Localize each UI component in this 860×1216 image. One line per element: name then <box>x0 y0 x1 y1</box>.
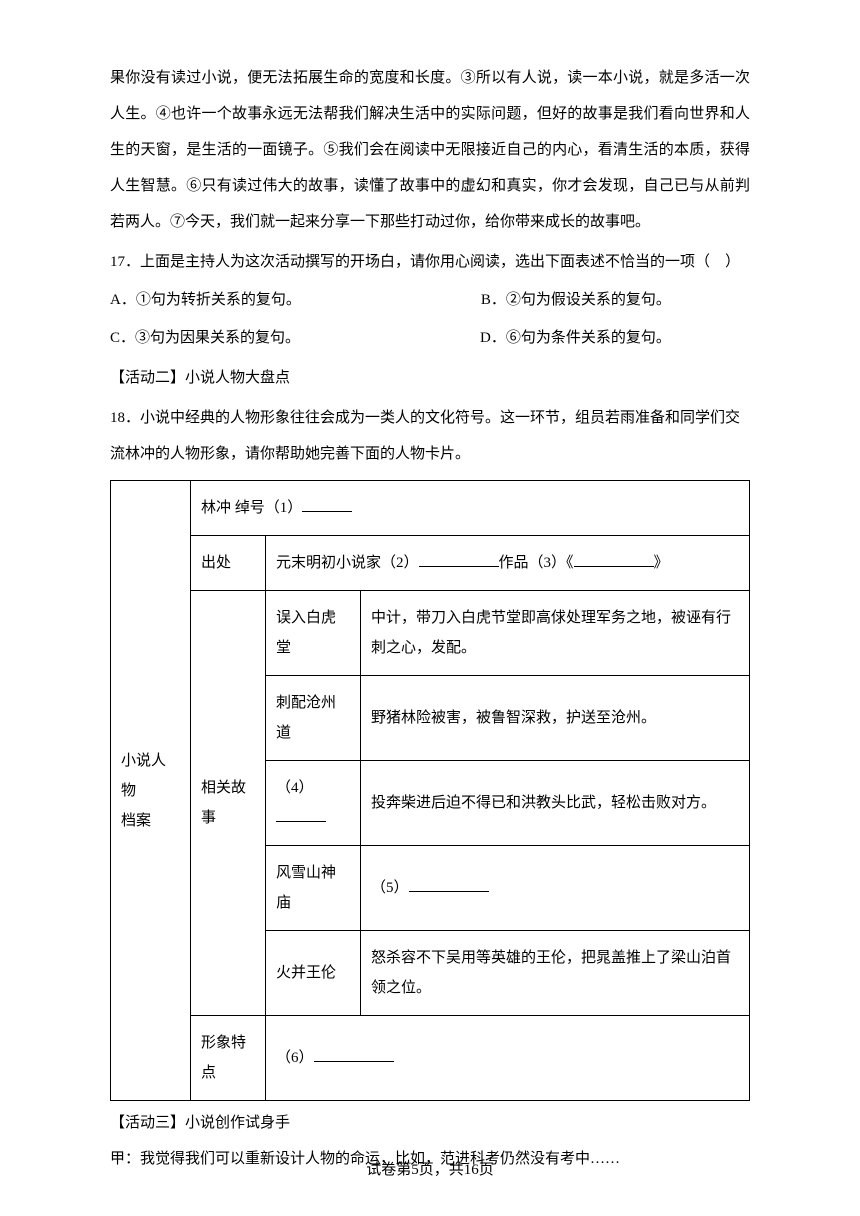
q17-stem: 17．上面是主持人为这次活动撰写的开场白，请你用心阅读，选出下面表述不恰当的一项… <box>110 244 750 280</box>
q17-opt-d[interactable]: D．⑥句为条件关系的复句。 <box>480 320 671 356</box>
blank-6[interactable] <box>314 1047 394 1062</box>
blank-5[interactable] <box>409 877 489 892</box>
reading-passage: 果你没有读过小说，便无法拓展生命的宽度和长度。③所以有人说，读一本小说，就是多活… <box>110 60 750 240</box>
story-label: 相关故事 <box>191 591 266 1016</box>
q17-opt-a[interactable]: A．①句为转折关系的复句。 <box>110 282 301 318</box>
blank-2[interactable] <box>419 552 499 567</box>
side-label-2: 档案 <box>121 813 151 829</box>
table-row: 形象特点 （6） <box>111 1016 750 1101</box>
source-label: 出处 <box>191 536 266 591</box>
character-table: 小说人物 档案 林冲 绰号（1） 出处 元末明初小说家（2） 作品（3）《 》 相关… <box>110 480 750 1101</box>
table-row: 小说人物 档案 林冲 绰号（1） <box>111 481 750 536</box>
trait-content: （6） <box>266 1016 750 1101</box>
story4-prefix: （5） <box>371 880 409 896</box>
source-c: 》 <box>654 555 669 571</box>
story5-event: 火并王伦 <box>266 931 361 1016</box>
name-cell: 林冲 绰号（1） <box>191 481 750 536</box>
name-text: 林冲 绰号（1） <box>201 500 302 516</box>
story3-prefix: （4） <box>276 780 314 796</box>
source-b: 作品（3）《 <box>499 555 574 571</box>
story2-desc: 野猪林险被害，被鲁智深救，护送至沧州。 <box>361 676 750 761</box>
story3-event: （4） <box>266 761 361 846</box>
story5-desc: 怒杀容不下吴用等英雄的王伦，把晁盖推上了梁山泊首领之位。 <box>361 931 750 1016</box>
table-row: 相关故事 误入白虎堂 中计，带刀入白虎节堂即高俅处理军务之地，被诬有行刺之心，发… <box>111 591 750 676</box>
story4-desc: （5） <box>361 846 750 931</box>
table-row: 出处 元末明初小说家（2） 作品（3）《 》 <box>111 536 750 591</box>
page-footer: 试卷第5页，共16页 <box>0 1152 860 1188</box>
side-label-1: 小说人物 <box>121 753 166 799</box>
activity2-label: 【活动二】小说人物大盘点 <box>110 360 750 396</box>
blank-1[interactable] <box>302 497 352 512</box>
story2-event: 刺配沧州道 <box>266 676 361 761</box>
story3-desc: 投奔柴进后迫不得已和洪教头比武，轻松击败对方。 <box>361 761 750 846</box>
trait-label: 形象特点 <box>191 1016 266 1101</box>
blank-3[interactable] <box>574 552 654 567</box>
source-a: 元末明初小说家（2） <box>276 555 419 571</box>
q18-stem: 18．小说中经典的人物形象往往会成为一类人的文化符号。这一环节，组员若雨准备和同… <box>110 400 750 472</box>
q17-options-row2: C．③句为因果关系的复句。 D．⑥句为条件关系的复句。 <box>110 320 750 356</box>
story1-desc: 中计，带刀入白虎节堂即高俅处理军务之地，被诬有行刺之心，发配。 <box>361 591 750 676</box>
story4-event: 风雪山神庙 <box>266 846 361 931</box>
q17-options-row1: A．①句为转折关系的复句。 B．②句为假设关系的复句。 <box>110 282 750 318</box>
source-content: 元末明初小说家（2） 作品（3）《 》 <box>266 536 750 591</box>
story1-event: 误入白虎堂 <box>266 591 361 676</box>
q17-opt-c[interactable]: C．③句为因果关系的复句。 <box>110 320 300 356</box>
trait-prefix: （6） <box>276 1050 314 1066</box>
activity3-label: 【活动三】小说创作试身手 <box>110 1105 750 1141</box>
side-label-cell: 小说人物 档案 <box>111 481 191 1101</box>
q17-opt-b[interactable]: B．②句为假设关系的复句。 <box>481 282 671 318</box>
blank-4[interactable] <box>276 807 326 822</box>
